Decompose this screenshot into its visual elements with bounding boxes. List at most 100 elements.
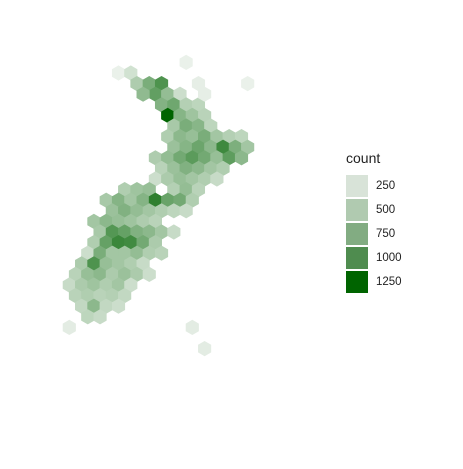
hex-bin [130,266,144,282]
hex-bin [204,139,218,155]
hex-bin [130,245,144,261]
hex-bin [191,118,206,134]
hex-bin [118,182,132,198]
hex-bin [99,213,113,229]
hex-bin [154,97,169,113]
hex-bin [179,182,193,198]
hex-bin [105,288,119,304]
hex-bin [99,192,113,208]
hex-bin [191,182,206,198]
legend: count 250 500 750 1000 1250 [346,150,446,294]
hex-bin [130,203,144,219]
hex-bin [185,150,199,166]
hex-bin [198,171,212,187]
hex-bin [179,97,193,113]
hex-bin [81,266,95,282]
hex-bin [81,288,95,304]
hex-bin [198,150,212,166]
hex-bin [179,139,193,155]
legend-entry: 750 [346,222,446,246]
hex-bin [81,309,95,325]
hex-bin [136,192,150,208]
hex-bin [136,86,150,102]
hex-bin [167,160,181,176]
hex-bin [87,256,101,272]
hex-bin [167,139,181,155]
hex-bin [179,160,193,176]
hex-bin [161,171,175,187]
legend-swatch [346,175,368,197]
hex-bin [75,277,89,293]
hex-bin [179,118,193,134]
hex-bin [222,150,236,166]
hex-bin [99,277,113,293]
hex-bin [154,160,169,176]
hex-bin [185,129,199,145]
hex-bin [118,224,132,240]
hex-bin [142,266,156,282]
hex-bin [161,192,175,208]
hex-bin [111,277,126,293]
hex-bin [161,107,175,123]
legend-entry: 250 [346,174,446,198]
hex-bin [173,129,187,145]
hex-bin [191,139,206,155]
hex-bin [210,171,224,187]
hex-bin [241,139,255,155]
hex-bin [179,54,193,70]
legend-swatch [346,271,368,293]
hex-bin [142,224,156,240]
hex-bin [130,224,144,240]
hex-bin [111,213,126,229]
hex-bin [142,203,156,219]
hex-bin [87,277,101,293]
hex-bin [173,107,187,123]
hex-bin [161,129,175,145]
hex-bin [210,129,224,145]
hex-bin [124,192,138,208]
hex-bin [167,118,181,134]
hex-bin [228,139,242,155]
hex-bin [68,266,83,282]
hex-bin [118,203,132,219]
hex-bin [234,129,249,145]
hex-bin [124,277,138,293]
hex-bin [105,266,119,282]
hex-bin [99,298,113,314]
hex-bin [136,213,150,229]
hex-bin [167,224,181,240]
hex-bin [130,182,144,198]
legend-swatch [346,247,368,269]
hex-bin [87,298,101,314]
hex-bin [198,86,212,102]
hex-bin [105,245,119,261]
hex-bin [111,256,126,272]
hex-bin [118,245,132,261]
hex-bin [148,213,162,229]
hex-bin [75,298,89,314]
hex-bin [241,76,255,92]
hex-bin [198,107,212,123]
legend-label: 1000 [376,252,402,264]
hex-bin [130,76,144,92]
hex-bin [204,160,218,176]
hex-bin [99,256,113,272]
hex-bin [62,319,76,335]
hex-bin [93,309,107,325]
hex-bin [124,256,138,272]
hex-bin [142,245,156,261]
legend-entry: 1250 [346,270,446,294]
hex-bin [124,213,138,229]
hex-bin [234,150,249,166]
hex-bin [105,224,119,240]
hex-bin [111,298,126,314]
hex-bin [154,203,169,219]
hex-bin [118,288,132,304]
legend-title: count [346,150,381,166]
hex-bin [191,160,206,176]
hex-bin [185,107,199,123]
hex-bin [93,288,107,304]
hex-bin [93,245,107,261]
hex-bin [154,76,169,92]
hex-bin [191,76,206,92]
